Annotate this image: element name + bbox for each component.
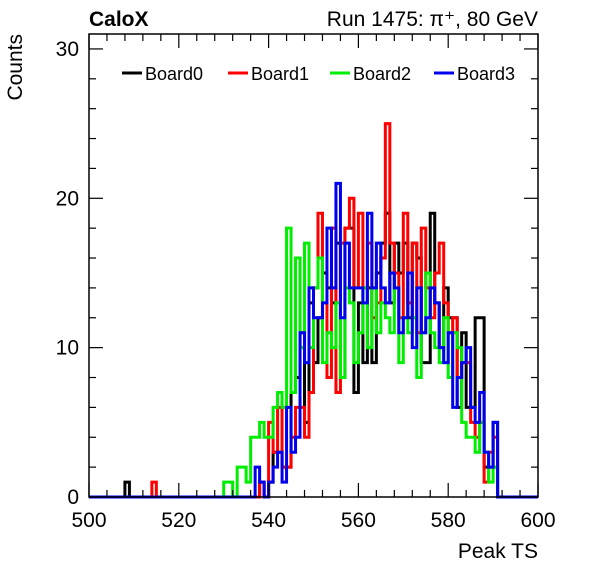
x-tick-label: 600 bbox=[520, 509, 555, 532]
y-tick-label: 0 bbox=[67, 486, 79, 509]
x-tick-label: 520 bbox=[161, 509, 196, 532]
plot-frame bbox=[88, 33, 539, 498]
legend-label-board3: Board3 bbox=[457, 64, 515, 84]
x-tick-label: 500 bbox=[71, 509, 106, 532]
run-title: Run 1475: π⁺, 80 GeV bbox=[327, 8, 538, 31]
legend-label-board2: Board2 bbox=[353, 64, 411, 84]
y-axis-label: Counts bbox=[4, 34, 27, 101]
y-tick-label: 20 bbox=[56, 187, 79, 210]
legend-label-board1: Board1 bbox=[251, 64, 309, 84]
legend-label-board0: Board0 bbox=[145, 64, 203, 84]
y-tick-label: 10 bbox=[56, 337, 79, 360]
x-tick-label: 580 bbox=[431, 509, 466, 532]
y-tick-label: 30 bbox=[56, 38, 79, 61]
experiment-title: CaloX bbox=[89, 8, 149, 31]
x-tick-label: 560 bbox=[341, 509, 376, 532]
x-tick-label: 540 bbox=[251, 509, 286, 532]
x-axis-label: Peak TS bbox=[458, 540, 538, 563]
